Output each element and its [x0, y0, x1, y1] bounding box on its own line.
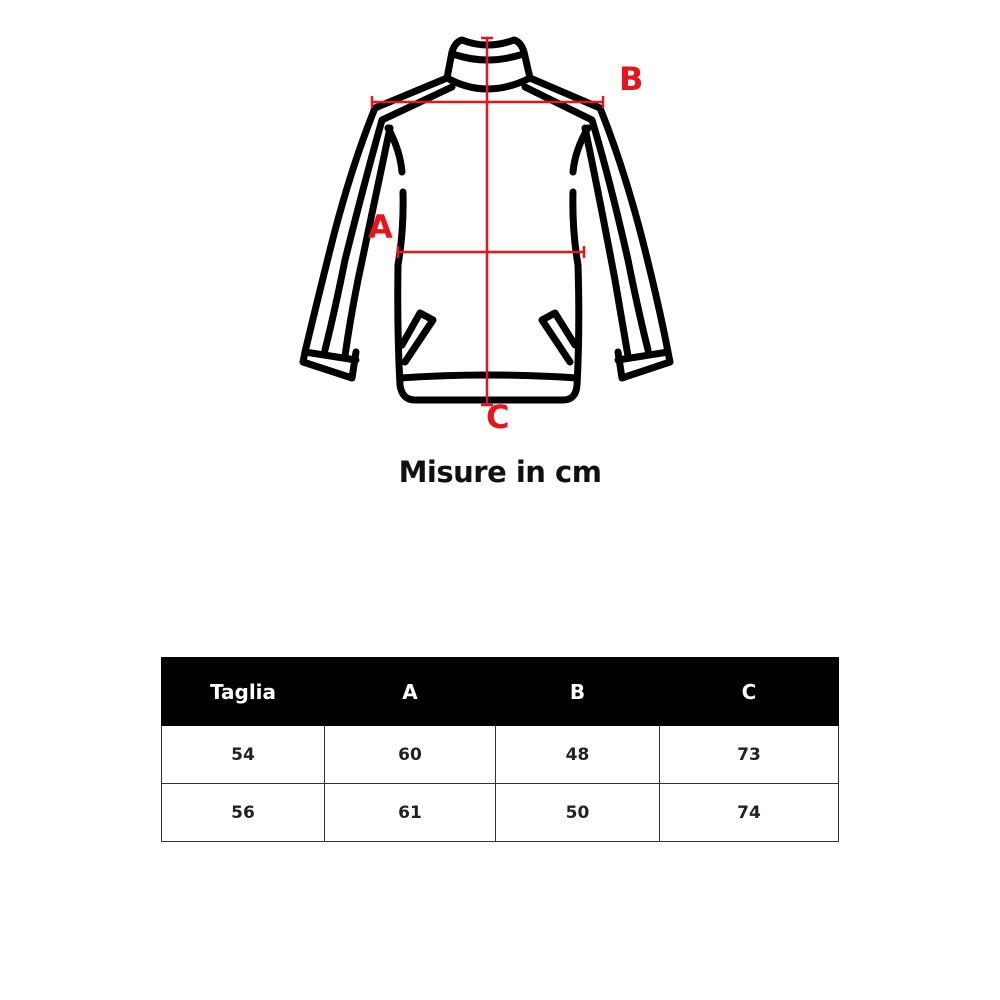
header-taglia: Taglia — [161, 657, 325, 726]
label-a: A — [368, 208, 393, 246]
header-a: A — [324, 657, 496, 726]
cell-size: 56 — [161, 783, 325, 842]
size-table: Taglia A B C 54 60 48 73 56 61 50 74 — [161, 657, 839, 842]
table-header-row: Taglia A B C — [161, 657, 839, 726]
cell-c: 73 — [659, 725, 839, 784]
label-c: C — [486, 398, 510, 436]
cell-b: 48 — [495, 725, 660, 784]
page-title: Misure in cm — [398, 455, 602, 489]
header-c: C — [659, 657, 839, 726]
jacket-diagram — [299, 36, 674, 407]
cell-a: 61 — [324, 783, 496, 842]
cell-a: 60 — [324, 725, 496, 784]
measurement-lines — [370, 36, 605, 407]
cell-b: 50 — [495, 783, 660, 842]
cell-size: 54 — [161, 725, 325, 784]
header-b: B — [495, 657, 660, 726]
label-b: B — [619, 60, 644, 98]
jacket-outline — [299, 36, 674, 404]
cell-c: 74 — [659, 783, 839, 842]
table-row: 54 60 48 73 — [161, 725, 839, 784]
table-row: 56 61 50 74 — [161, 783, 839, 842]
